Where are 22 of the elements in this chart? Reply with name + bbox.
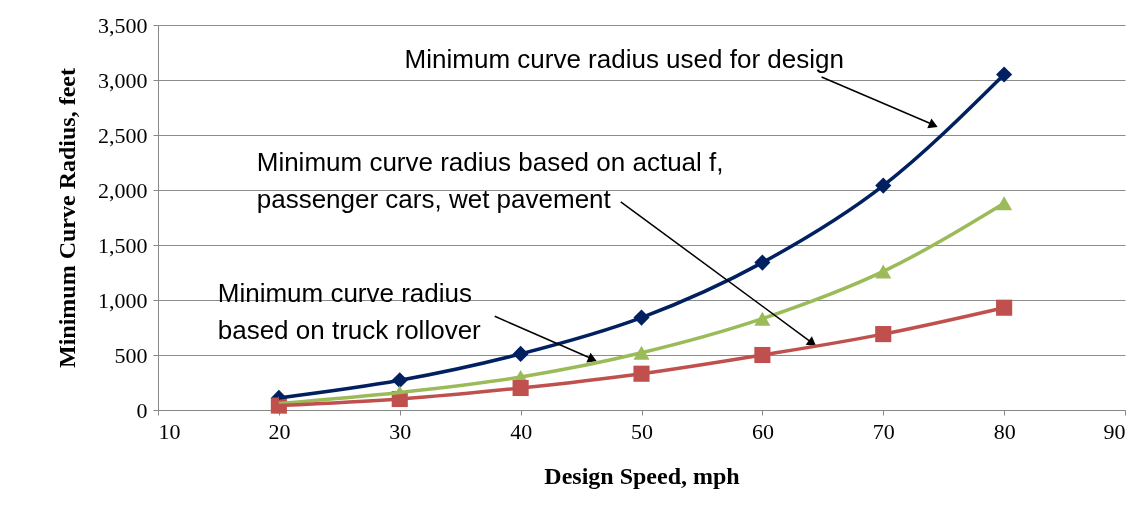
y-tick-label: 3,000 (98, 67, 148, 93)
y-tick-label: 0 (136, 397, 148, 423)
x-tick-label: 10 (158, 418, 181, 444)
y-tick-label: 3,500 (98, 12, 148, 38)
x-tick-label: 20 (268, 418, 291, 444)
x-tick-label: 60 (751, 418, 774, 444)
y-axis-title: Minimum Curve Radius, feet (54, 68, 80, 368)
annotation: Minimum curve radius based on truck rollover (217, 278, 482, 346)
x-tick-label: 30 (389, 418, 412, 444)
x-tick-label: 40 (510, 418, 533, 444)
annotation: Minimum curve radius used for design (404, 44, 844, 74)
x-tick-label: 80 (993, 418, 1016, 444)
x-tick-label: 70 (872, 418, 895, 444)
y-tick-label: 2,000 (98, 177, 148, 203)
y-tick-label: 2,500 (98, 122, 148, 148)
annotation: Minimum curve radius based on actual f, passenger cars, wet pavement (256, 146, 724, 214)
y-tick-label: 1,000 (98, 287, 148, 313)
x-axis-title: Design Speed, mph (544, 462, 740, 489)
x-tick-label: 90 (1103, 418, 1126, 444)
x-tick-label: 50 (631, 418, 653, 444)
y-tick-label: 1,500 (98, 232, 148, 258)
y-tick-label: 500 (114, 342, 148, 368)
